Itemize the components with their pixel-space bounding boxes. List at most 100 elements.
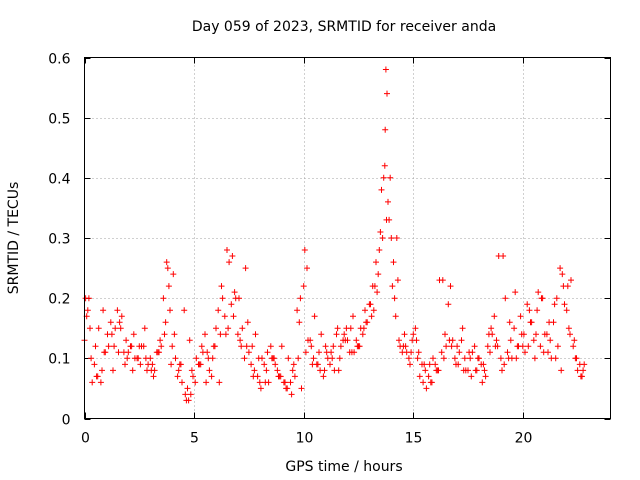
data-point — [275, 373, 282, 380]
data-point — [547, 337, 554, 344]
data-point — [181, 307, 188, 314]
data-point — [122, 361, 128, 368]
data-point — [99, 367, 105, 374]
data-point — [485, 331, 492, 338]
x-tick-label: 20 — [515, 431, 533, 447]
data-point — [421, 361, 428, 368]
data-point — [295, 355, 302, 362]
data-point — [495, 253, 502, 259]
data-point — [459, 325, 466, 332]
data-point — [161, 331, 168, 338]
data-point — [368, 313, 375, 320]
data-point — [282, 379, 288, 386]
data-point — [320, 373, 327, 380]
x-tick-label: 5 — [190, 431, 199, 447]
data-point — [125, 349, 132, 356]
y-tick-label: 0.2 — [48, 292, 70, 308]
data-point — [92, 343, 99, 350]
data-point — [502, 295, 509, 302]
data-point — [265, 379, 272, 386]
data-point — [218, 283, 225, 290]
data-point — [344, 337, 351, 344]
data-point — [385, 198, 391, 205]
y-tick-label: 0.5 — [48, 112, 70, 128]
data-point — [472, 367, 479, 374]
data-point — [288, 391, 295, 398]
data-point — [209, 355, 216, 362]
data-point — [466, 349, 473, 356]
data-point — [533, 331, 539, 338]
data-point — [534, 307, 541, 314]
data-point — [285, 355, 292, 362]
data-point — [497, 355, 504, 362]
data-point — [202, 331, 208, 338]
x-axis-label: GPS time / hours — [285, 459, 402, 475]
data-point — [517, 313, 524, 320]
data-point — [250, 373, 257, 380]
data-point — [445, 301, 452, 308]
data-point — [451, 355, 458, 362]
data-point — [208, 373, 215, 380]
data-point — [334, 325, 341, 332]
data-point — [234, 331, 241, 338]
data-point — [476, 355, 482, 362]
x-axis-ticks: 0 5 10 15 20 — [81, 57, 533, 447]
data-point — [505, 355, 512, 362]
data-point — [447, 283, 454, 290]
data-point — [174, 373, 181, 380]
data-point — [244, 319, 251, 326]
data-point — [163, 259, 170, 266]
data-point — [554, 343, 561, 350]
data-point — [488, 325, 495, 332]
data-point — [530, 337, 537, 344]
data-point — [308, 343, 315, 350]
data-point — [375, 271, 382, 278]
data-point — [574, 367, 581, 374]
data-point — [197, 361, 204, 368]
data-point — [213, 325, 219, 332]
data-point — [545, 349, 551, 356]
data-point — [186, 337, 193, 344]
data-point — [84, 307, 91, 314]
data-point — [420, 379, 427, 386]
data-point — [136, 343, 143, 350]
data-point — [423, 385, 430, 392]
data-point — [541, 331, 548, 338]
data-point — [392, 313, 399, 320]
data-point — [118, 313, 125, 320]
data-point — [443, 343, 450, 350]
data-point — [203, 379, 210, 386]
x-tick-label: 10 — [296, 431, 314, 447]
data-point — [501, 361, 508, 368]
grid-lines — [84, 57, 611, 419]
data-point — [468, 373, 475, 380]
y-tick-label: 0.1 — [48, 352, 70, 368]
data-point — [383, 216, 390, 223]
data-point — [172, 355, 179, 362]
data-point — [107, 319, 114, 326]
data-point — [100, 307, 107, 314]
data-point — [379, 235, 386, 241]
data-point — [571, 337, 578, 344]
data-point — [249, 343, 256, 350]
data-point — [128, 343, 135, 350]
data-point — [567, 331, 573, 338]
data-point — [526, 307, 533, 314]
data-point — [531, 355, 538, 362]
data-point — [97, 379, 104, 386]
data-point — [300, 283, 307, 290]
data-point — [507, 337, 514, 344]
data-point — [105, 343, 112, 350]
x-tick-label: 15 — [405, 431, 423, 447]
data-point — [458, 337, 465, 344]
data-point — [410, 331, 417, 338]
data-point — [182, 391, 189, 398]
data-point — [462, 367, 469, 374]
x-tick-label: 0 — [81, 431, 90, 447]
data-point — [336, 355, 343, 362]
data-point — [217, 331, 224, 338]
data-point — [388, 235, 395, 241]
data-point — [149, 361, 156, 368]
data-point — [559, 271, 566, 278]
data-point — [165, 283, 172, 290]
